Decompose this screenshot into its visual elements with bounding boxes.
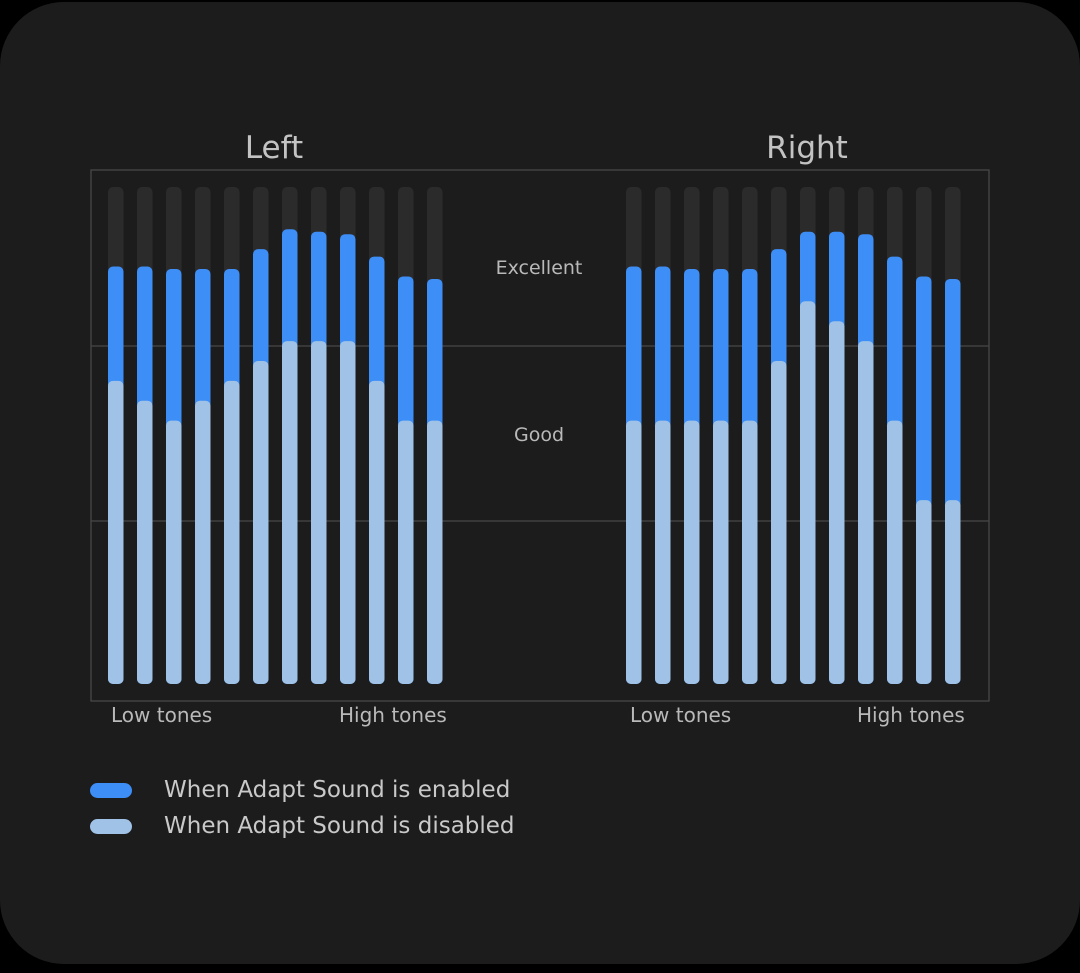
bars-group <box>108 187 961 685</box>
plot-frame <box>90 169 990 702</box>
bar-disabled <box>916 500 932 684</box>
right-x-end-label: High tones <box>857 703 965 727</box>
bar-disabled <box>742 420 758 684</box>
bar-disabled <box>771 360 787 684</box>
legend-label-disabled: When Adapt Sound is disabled <box>164 813 515 839</box>
bar-disabled <box>166 420 182 684</box>
legend-swatch-disabled <box>90 818 132 834</box>
bar-disabled <box>829 321 845 684</box>
legend-item-enabled: When Adapt Sound is enabled <box>90 777 511 803</box>
bar-disabled <box>887 420 903 684</box>
bar-disabled <box>800 301 816 684</box>
panel-title-left: Left <box>244 130 304 166</box>
bar-disabled <box>253 360 269 684</box>
bar-disabled <box>137 400 153 684</box>
bar-disabled <box>108 380 124 684</box>
legend-item-disabled: When Adapt Sound is disabled <box>90 813 515 839</box>
bar-disabled <box>311 341 327 684</box>
bar-disabled <box>282 341 298 684</box>
bar-disabled <box>655 420 671 684</box>
right-x-start-label: Low tones <box>630 703 732 727</box>
bar-disabled <box>858 341 874 684</box>
left-x-end-label: High tones <box>339 703 447 727</box>
panel-title-right: Right <box>766 130 848 166</box>
bar-disabled <box>224 380 240 684</box>
bar-disabled <box>398 420 414 684</box>
bar-disabled <box>340 341 356 684</box>
bar-disabled <box>684 420 700 684</box>
bar-disabled <box>713 420 729 684</box>
level-label-good: Good <box>513 424 565 446</box>
bar-disabled <box>427 420 443 684</box>
legend-swatch-enabled <box>90 782 132 798</box>
legend-label-enabled: When Adapt Sound is enabled <box>164 777 511 803</box>
bar-disabled <box>369 380 385 684</box>
level-label-excellent: Excellent <box>495 257 583 279</box>
bar-disabled <box>945 500 961 684</box>
bar-disabled <box>195 400 211 684</box>
left-x-start-label: Low tones <box>111 703 213 727</box>
bar-disabled <box>626 420 642 684</box>
